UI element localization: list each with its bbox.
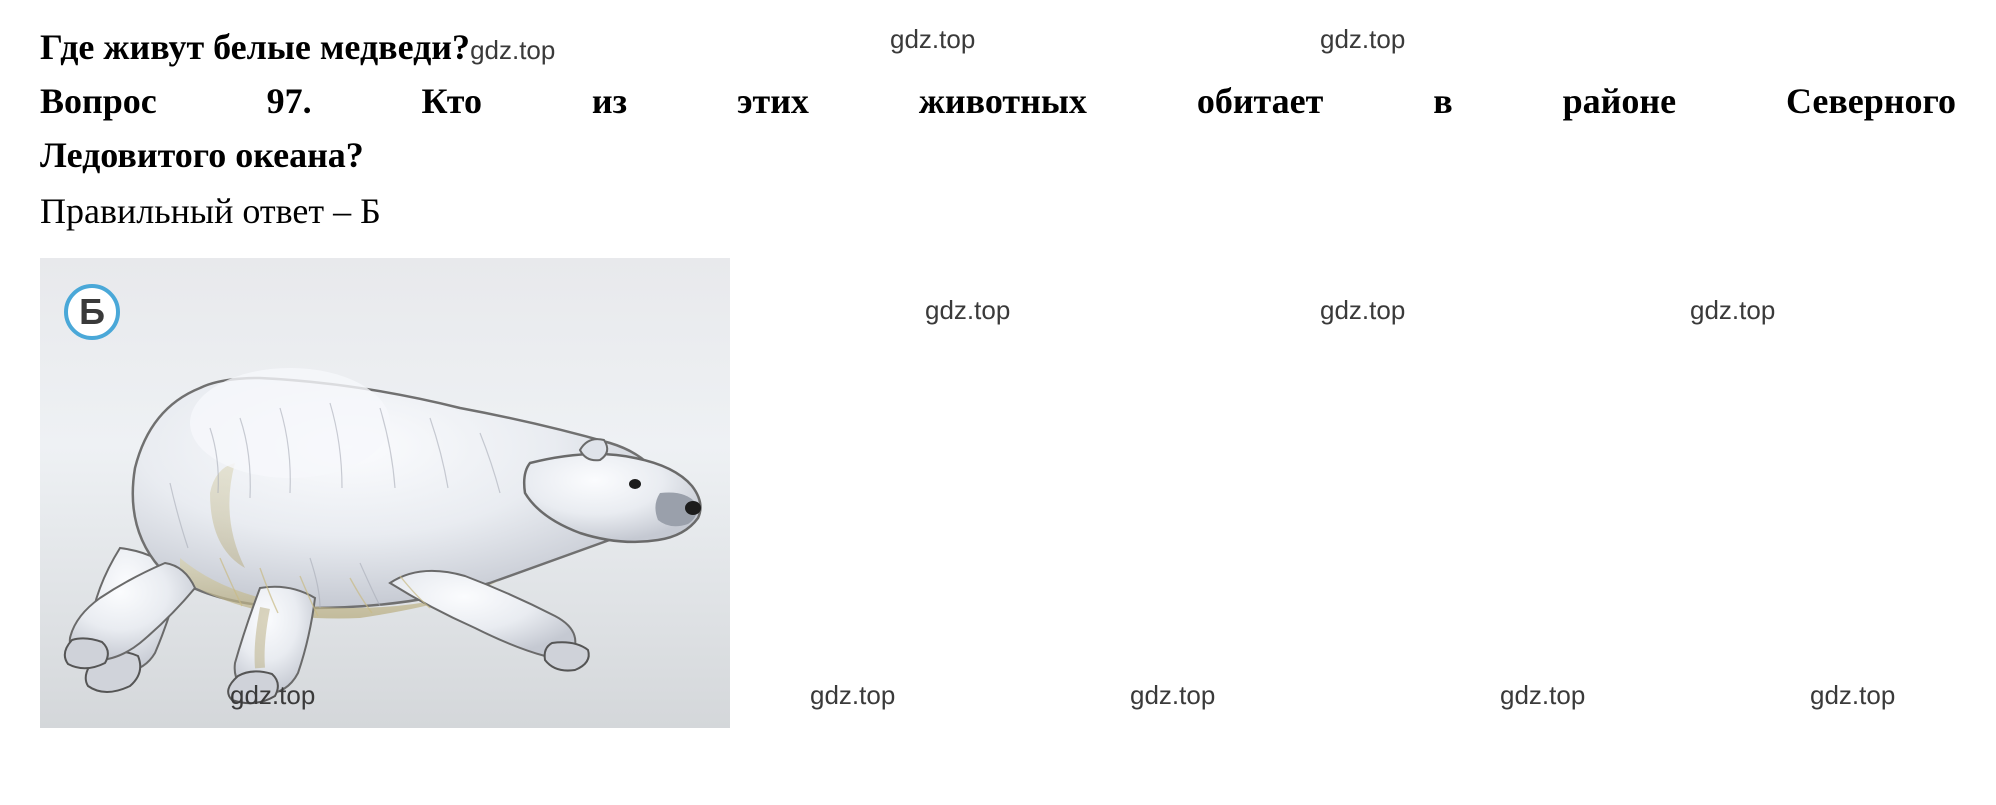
question-line-2: Ледовитого океана? bbox=[40, 128, 1956, 182]
watermark-text: gdz.top bbox=[1500, 680, 1585, 711]
question-text-part1: Кто из этих животных обитает в районе Се… bbox=[422, 81, 1956, 121]
polar-bear-illustration bbox=[60, 308, 710, 708]
section-heading: Где живут белые медведи? bbox=[40, 20, 470, 74]
watermark-text: gdz.top bbox=[1320, 20, 1405, 59]
watermark-text: gdz.top bbox=[470, 31, 555, 70]
answer-text: Правильный ответ – Б bbox=[40, 184, 1956, 238]
watermark-text: gdz.top bbox=[1810, 680, 1895, 711]
question-label: Вопрос 97. bbox=[40, 81, 312, 121]
watermark-text: gdz.top bbox=[1320, 295, 1405, 326]
watermark-text: gdz.top bbox=[925, 295, 1010, 326]
watermark-text: gdz.top bbox=[810, 680, 895, 711]
watermark-text: gdz.top bbox=[890, 20, 975, 59]
watermark-text: gdz.top bbox=[1130, 680, 1215, 711]
answer-image: Б bbox=[40, 258, 730, 728]
watermark-text: gdz.top bbox=[1690, 295, 1775, 326]
question-line-1: Вопрос 97. Кто из этих животных обитает … bbox=[40, 74, 1956, 128]
